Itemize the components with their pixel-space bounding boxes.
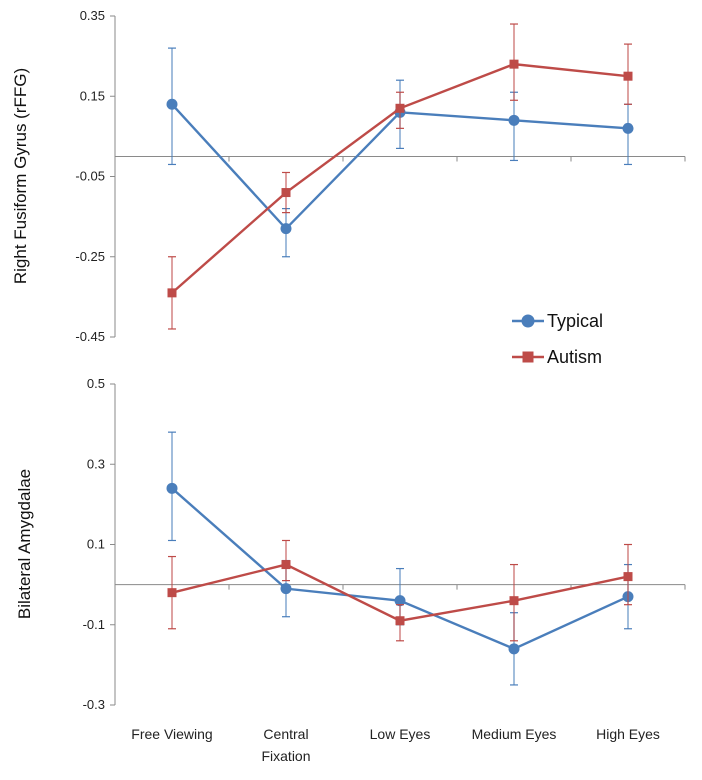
panel1-autism-point xyxy=(167,288,177,298)
panel2-autism-point xyxy=(623,572,633,582)
panel1-typical-point xyxy=(508,114,520,126)
panel1-typical-point xyxy=(166,98,178,110)
panel2-typical-point xyxy=(508,643,520,655)
legend-typical-label: Typical xyxy=(547,311,603,331)
panel2-typical-point xyxy=(394,595,406,607)
panel2-typical-point xyxy=(280,583,292,595)
panel1-y-tick-label: -0.45 xyxy=(75,329,105,344)
panel1-y-tick-label: -0.25 xyxy=(75,249,105,264)
panel2-x-tick-label: Free Viewing xyxy=(131,726,212,742)
panel1-series-autism xyxy=(167,23,633,330)
panel2-typical-point xyxy=(166,482,178,494)
panel2-autism-point xyxy=(395,616,405,626)
legend: Typical Autism xyxy=(512,311,603,367)
panel1-y-tick-label: 0.15 xyxy=(80,88,105,103)
legend-autism-label: Autism xyxy=(547,347,602,367)
panel1-plot: 0.35 0.15 -0.05 -0.25 -0.45 Right Fusiform Gy… xyxy=(11,8,686,367)
panel1-autism-point xyxy=(623,71,633,81)
panel2-x-tick-label: Fixation xyxy=(261,748,310,764)
panel2-y-tick-label: -0.1 xyxy=(83,617,105,632)
panel2-x-tick-label: Medium Eyes xyxy=(472,726,557,742)
legend-autism-marker xyxy=(522,351,534,363)
panel2-x-tick-label: Central xyxy=(263,726,308,742)
panel1-series-typical xyxy=(166,47,634,258)
panel1-y-axis-label: Right Fusiform Gyrus (rFFG) xyxy=(11,68,30,284)
panel2-y-tick-label: 0.1 xyxy=(87,537,105,552)
panel2-y-tick-label: 0.5 xyxy=(87,376,105,391)
panel2-autism-point xyxy=(281,560,291,570)
legend-typical-marker xyxy=(521,314,535,328)
panel2-series-autism xyxy=(167,539,633,642)
panel2-y-tick-label: 0.3 xyxy=(87,456,105,471)
panel2-series-typical xyxy=(166,431,634,686)
panel1-typical-point xyxy=(280,223,292,235)
panel1-typical-point xyxy=(622,122,634,134)
panel1-autism-point xyxy=(281,188,291,198)
panel1-y-tick-label: 0.35 xyxy=(80,8,105,23)
panel2-plot: 0.5 0.3 0.1 -0.1 -0.3 Bilateral Amygdalae Free… xyxy=(15,376,686,764)
panel2-y-axis-label: Bilateral Amygdalae xyxy=(15,469,34,619)
panel1-autism-point xyxy=(509,59,519,69)
panel1-autism-point xyxy=(395,103,405,113)
panel1-y-tick-label: -0.05 xyxy=(75,169,105,184)
panel2-y-tick-label: -0.3 xyxy=(83,697,105,712)
panel2-autism-point xyxy=(167,588,177,598)
panel2-x-tick-label: Low Eyes xyxy=(370,726,431,742)
panel2-x-tick-label: High Eyes xyxy=(596,726,660,742)
panel2-autism-point xyxy=(509,596,519,606)
